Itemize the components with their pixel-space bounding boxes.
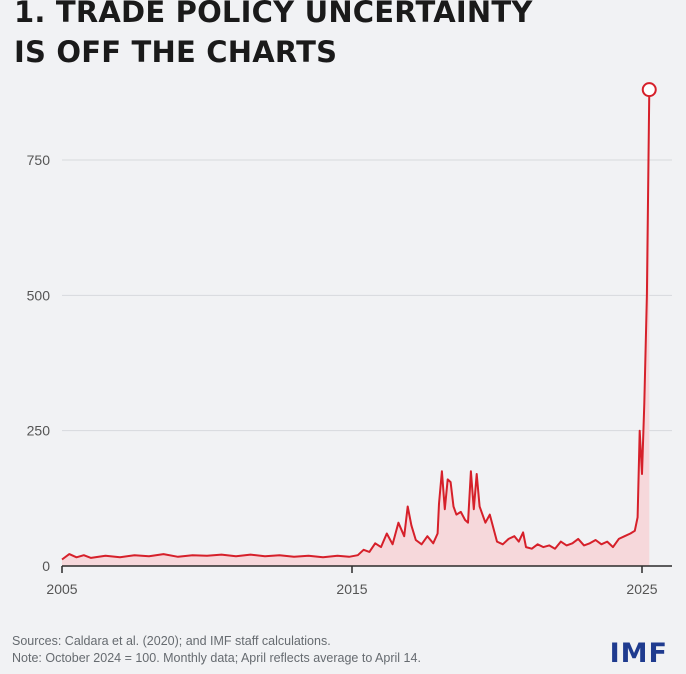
chart-title: 1. TRADE POLICY UNCERTAINTY IS OFF THE C… — [14, 0, 533, 72]
area-fill-layer — [62, 89, 650, 566]
series-area — [62, 89, 650, 566]
chart-title-line-1: 1. TRADE POLICY UNCERTAINTY — [14, 0, 533, 29]
x-tick-label-2025: 2025 — [626, 581, 657, 597]
series-line — [61, 89, 651, 561]
latest-point-marker — [641, 82, 657, 98]
x-tick-label-2005: 2005 — [46, 581, 77, 597]
x-tick-label-2015: 2015 — [336, 581, 367, 597]
sources-note: Sources: Caldara et al. (2020); and IMF … — [12, 634, 331, 648]
y-tick-label-750: 750 — [27, 152, 51, 168]
axes: 0 250 500 750 2005 2015 2025 — [27, 152, 672, 597]
y-tick-label-500: 500 — [27, 287, 51, 303]
markers — [641, 82, 657, 98]
gridlines — [62, 159, 672, 432]
chart-title-line-2: IS OFF THE CHARTS — [14, 35, 338, 69]
chart-footer: Sources: Caldara et al. (2020); and IMF … — [12, 633, 421, 667]
y-tick-label-250: 250 — [27, 423, 51, 439]
imf-logo: IMF — [609, 638, 668, 669]
y-tick-label-0: 0 — [42, 558, 50, 574]
line-layer — [61, 89, 651, 561]
data-note: Note: October 2024 = 100. Monthly data; … — [12, 651, 421, 665]
